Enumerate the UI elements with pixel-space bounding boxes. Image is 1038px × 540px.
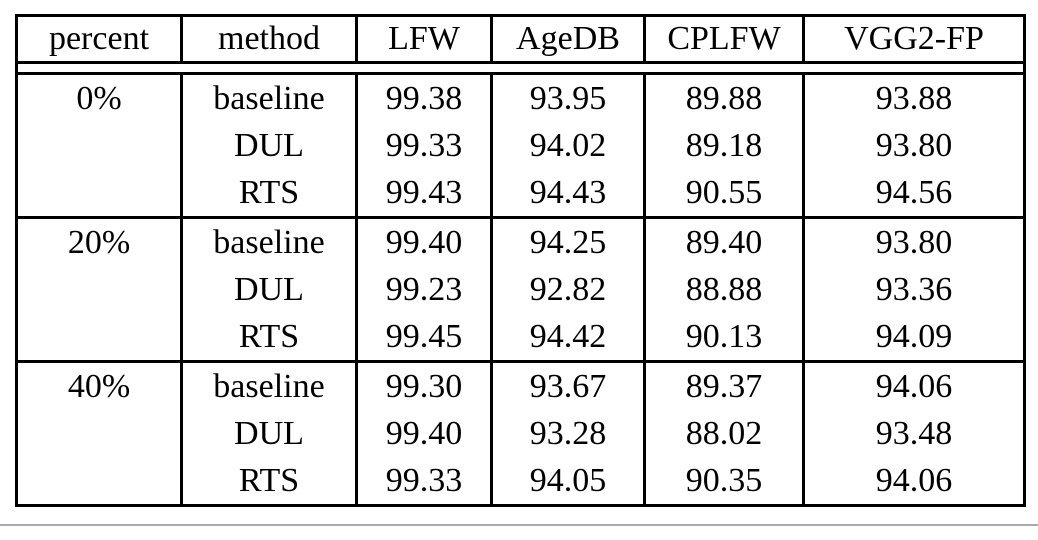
value-cell-vgg2-fp: 93.80 <box>802 216 1025 266</box>
value-cell-lfw: 99.33 <box>355 122 492 169</box>
table-row: RTS 99.45 94.42 90.13 94.09 <box>17 313 1025 362</box>
percent-cell: 40% <box>15 360 182 506</box>
value-cell-agedb: 94.42 <box>490 313 645 362</box>
value-cell-agedb: 93.67 <box>490 360 645 410</box>
value-cell-cplfw: 89.40 <box>643 216 804 266</box>
percent-cell: 0% <box>15 73 182 218</box>
value-cell-cplfw: 90.55 <box>643 169 804 218</box>
percent-cell: 20% <box>15 216 182 362</box>
column-header-vgg2-fp: VGG2-FP <box>802 15 1025 63</box>
value-cell-cplfw: 88.88 <box>643 266 804 313</box>
method-cell: RTS <box>180 169 357 218</box>
value-cell-vgg2-fp: 93.48 <box>802 410 1025 457</box>
table-row: 20% baseline 99.40 94.25 89.40 93.80 <box>15 216 1025 362</box>
column-header-lfw: LFW <box>355 15 492 63</box>
value-cell-agedb: 94.02 <box>490 122 645 169</box>
method-cell: baseline <box>180 216 357 266</box>
value-cell-cplfw: 90.35 <box>643 457 804 506</box>
value-cell-vgg2-fp: 94.09 <box>802 313 1025 362</box>
table-row: DUL 99.33 94.02 89.18 93.80 <box>17 122 1025 169</box>
column-header-agedb: AgeDB <box>490 15 645 63</box>
value-cell-vgg2-fp: 93.36 <box>802 266 1025 313</box>
table-row: RTS 99.33 94.05 90.35 94.06 <box>17 457 1025 506</box>
table-row: DUL 99.40 93.28 88.02 93.48 <box>17 410 1025 457</box>
value-cell-vgg2-fp: 94.06 <box>802 360 1025 410</box>
value-cell-agedb: 94.43 <box>490 169 645 218</box>
column-header-cplfw: CPLFW <box>643 15 804 63</box>
value-cell-vgg2-fp: 94.56 <box>802 169 1025 218</box>
value-cell-vgg2-fp: 93.88 <box>802 73 1025 122</box>
value-cell-agedb: 94.05 <box>490 457 645 506</box>
value-cell-lfw: 99.33 <box>355 457 492 506</box>
value-cell-vgg2-fp: 94.06 <box>802 457 1025 506</box>
results-table: percent method LFW AgeDB CPLFW VGG2-FP 0% base… <box>15 14 1026 507</box>
method-cell: RTS <box>180 457 357 506</box>
value-cell-lfw: 99.30 <box>355 360 492 410</box>
value-cell-lfw: 99.40 <box>355 216 492 266</box>
value-cell-lfw: 99.45 <box>355 313 492 362</box>
value-cell-cplfw: 89.18 <box>643 122 804 169</box>
value-cell-lfw: 99.23 <box>355 266 492 313</box>
method-cell: baseline <box>180 360 357 410</box>
value-cell-lfw: 99.43 <box>355 169 492 218</box>
value-cell-cplfw: 88.02 <box>643 410 804 457</box>
page-bottom-rule <box>0 524 1038 526</box>
method-cell: DUL <box>180 122 357 169</box>
column-header-percent: percent <box>15 15 182 63</box>
method-cell: DUL <box>180 410 357 457</box>
table-header: percent method LFW AgeDB CPLFW VGG2-FP <box>15 15 1025 63</box>
value-cell-agedb: 93.95 <box>490 73 645 122</box>
value-cell-agedb: 94.25 <box>490 216 645 266</box>
value-cell-agedb: 92.82 <box>490 266 645 313</box>
value-cell-cplfw: 89.88 <box>643 73 804 122</box>
value-cell-lfw: 99.40 <box>355 410 492 457</box>
column-header-method: method <box>180 15 357 63</box>
method-cell: baseline <box>180 73 357 122</box>
method-cell: RTS <box>180 313 357 362</box>
value-cell-vgg2-fp: 93.80 <box>802 122 1025 169</box>
value-cell-agedb: 93.28 <box>490 410 645 457</box>
table-row: 40% baseline 99.30 93.67 89.37 94.06 <box>15 360 1025 506</box>
table-row: DUL 99.23 92.82 88.88 93.36 <box>17 266 1025 313</box>
value-cell-lfw: 99.38 <box>355 73 492 122</box>
method-cell: DUL <box>180 266 357 313</box>
header-double-rule-gap <box>16 61 1025 75</box>
value-cell-cplfw: 90.13 <box>643 313 804 362</box>
table-row: 0% baseline 99.38 93.95 89.88 93.88 <box>15 73 1025 218</box>
header-row: percent method LFW AgeDB CPLFW VGG2-FP <box>15 15 1025 63</box>
header-double-rule <box>16 61 1025 75</box>
table-row: RTS 99.43 94.43 90.55 94.56 <box>17 169 1025 218</box>
table-body: 0% baseline 99.38 93.95 89.88 93.88 DUL 99.33 94… <box>15 61 1025 506</box>
value-cell-cplfw: 89.37 <box>643 360 804 410</box>
